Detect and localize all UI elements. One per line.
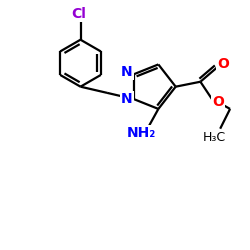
Text: O: O (212, 95, 224, 109)
Text: Cl: Cl (71, 7, 86, 21)
Text: N: N (121, 65, 132, 79)
Text: O: O (217, 58, 229, 71)
Text: NH₂: NH₂ (127, 126, 156, 140)
Text: N: N (121, 92, 132, 106)
Text: H₃C: H₃C (203, 131, 226, 144)
